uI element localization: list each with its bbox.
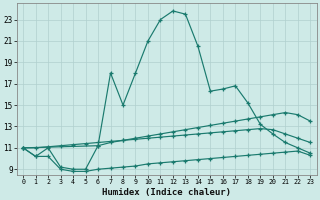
X-axis label: Humidex (Indice chaleur): Humidex (Indice chaleur) bbox=[102, 188, 231, 197]
